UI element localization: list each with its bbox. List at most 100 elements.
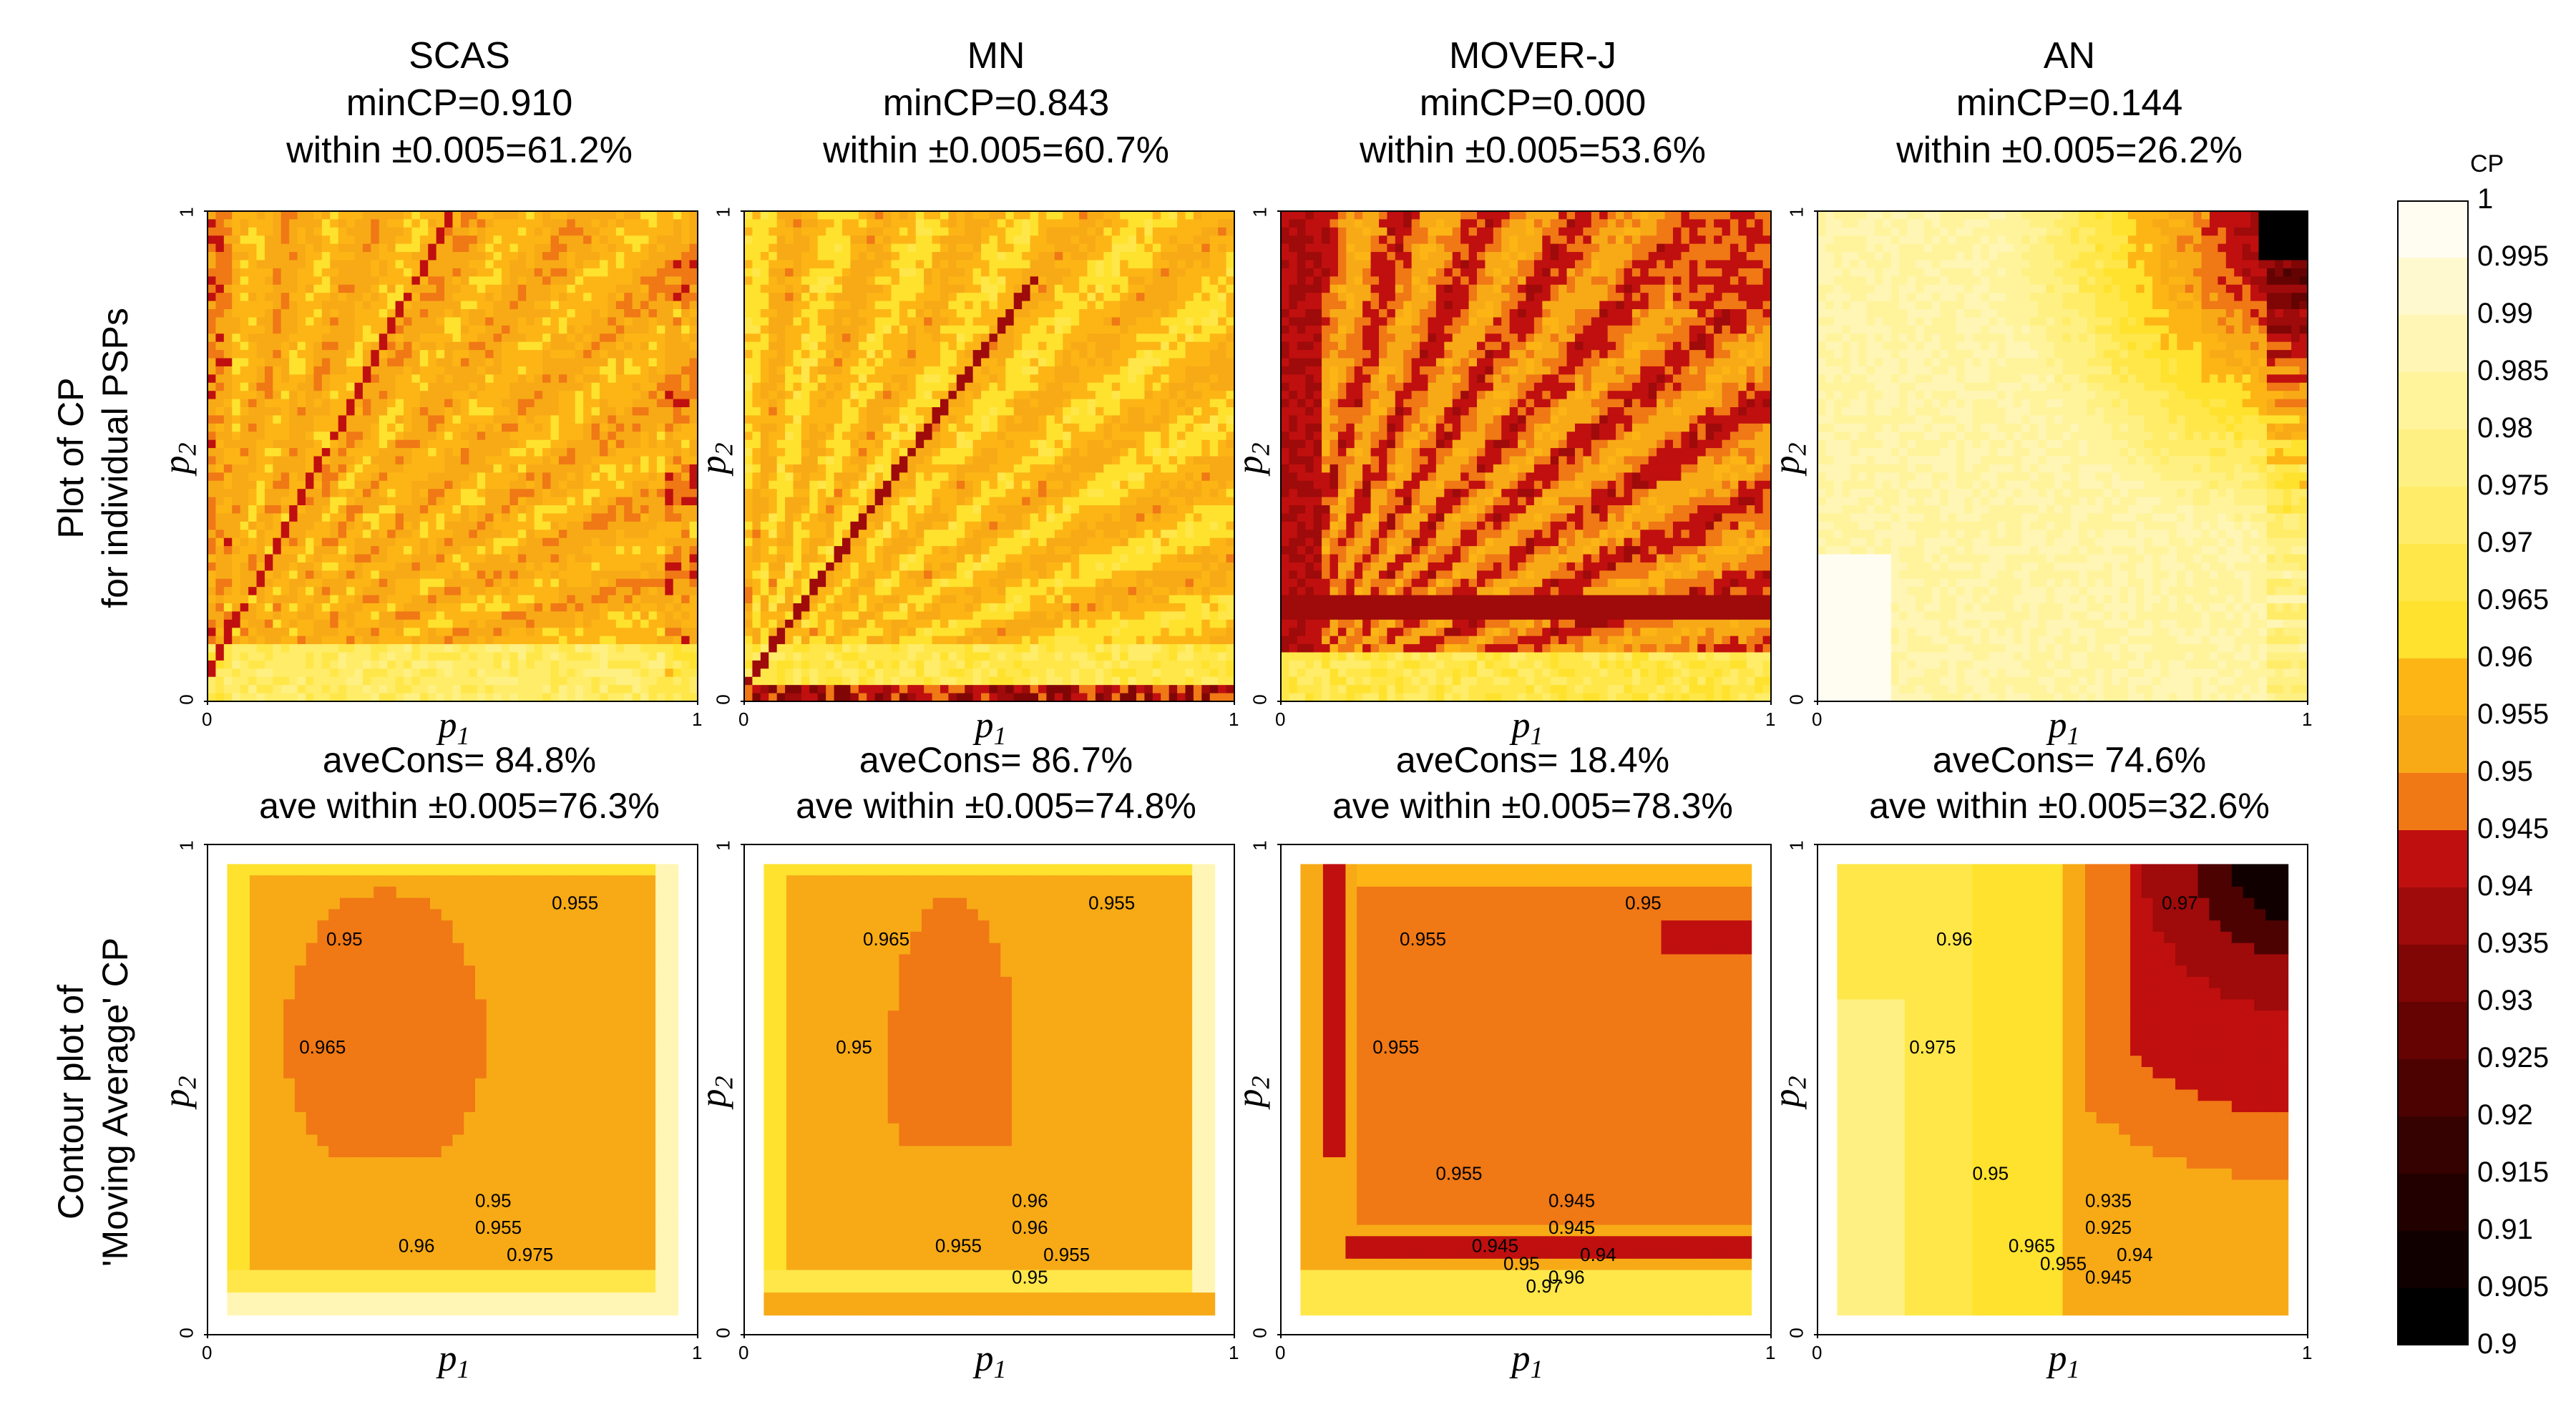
heat-cell: [264, 423, 273, 432]
heat-cell: [600, 513, 609, 522]
heat-cell: [346, 227, 356, 236]
heat-cell: [542, 227, 552, 236]
heat-cell: [665, 293, 674, 302]
heat-cell: [509, 268, 519, 277]
heat-cell: [404, 537, 413, 547]
heat-cell: [801, 341, 810, 351]
heat-cell: [785, 546, 794, 555]
heat-cell: [526, 685, 535, 694]
heat-cell: [826, 374, 835, 384]
heat-cell: [632, 301, 641, 310]
heat-cell: [346, 464, 356, 473]
heat-cell: [362, 227, 371, 236]
heat-cell: [517, 227, 527, 236]
heat-cell: [460, 505, 469, 515]
heat-cell: [419, 472, 429, 482]
heat-cell: [517, 693, 527, 702]
heat-cell: [550, 456, 560, 465]
heat-cell: [760, 268, 769, 277]
panel-title-an: AN minCP=0.144 within ±0.005=26.2%: [1797, 32, 2341, 174]
heat-cell: [379, 399, 388, 408]
heat-cell: [477, 243, 486, 253]
heat-cell: [899, 423, 908, 432]
heat-cell: [404, 489, 413, 498]
heat-cell: [444, 456, 454, 465]
heat-cell: [469, 227, 478, 236]
heat-cell: [379, 636, 388, 645]
heat-cell: [575, 423, 584, 432]
heat-cell: [575, 301, 584, 310]
heat-cell: [387, 489, 396, 498]
heat-cell: [769, 432, 778, 441]
heat-cell: [575, 432, 584, 441]
heat-cell: [419, 268, 429, 277]
heat-cell: [362, 341, 371, 351]
heat-cell: [240, 685, 249, 694]
heat-cell: [493, 636, 502, 645]
heat-cell: [395, 521, 404, 530]
heat-cell: [346, 636, 356, 645]
heat-cell: [338, 399, 347, 408]
heat-cell: [469, 350, 478, 359]
heat-cell: [760, 644, 769, 653]
heat-cell: [273, 472, 282, 482]
heat-cell: [542, 505, 552, 515]
heat-cell: [428, 407, 437, 417]
heat-cell: [600, 325, 609, 334]
heat-cell: [306, 537, 315, 547]
heat-cell: [665, 628, 674, 637]
heat-cell: [632, 489, 641, 498]
heat-cell: [215, 227, 225, 236]
heat-cell: [850, 382, 859, 391]
heat-cell: [591, 603, 600, 613]
heat-cell: [809, 252, 819, 261]
heat-cell: [842, 660, 852, 669]
heat-cell: [760, 366, 769, 375]
heat-cell: [591, 472, 600, 482]
heat-cell: [313, 456, 323, 465]
heat-cell: [280, 252, 290, 261]
heat-cell: [769, 423, 778, 432]
heat-cell: [232, 660, 241, 669]
heat-cell: [526, 546, 535, 555]
heat-cell: [615, 325, 625, 334]
heat-cell: [624, 448, 633, 457]
heat-cell: [502, 595, 511, 604]
heat-cell: [673, 382, 682, 391]
heat-cell: [248, 570, 258, 580]
heat-cell: [362, 276, 371, 286]
heat-cell: [793, 578, 802, 588]
heat-cell: [387, 660, 396, 669]
heat-cell: [689, 391, 698, 400]
heat-cell: [624, 301, 633, 310]
heat-cell: [395, 693, 404, 702]
heat-cell: [534, 333, 543, 343]
heat-cell: [248, 628, 258, 637]
heat-cell: [850, 448, 859, 457]
heat-cell: [632, 325, 641, 334]
heat-cell: [899, 652, 908, 661]
heat-cell: [330, 685, 339, 694]
heat-cell: [321, 489, 331, 498]
heat-cell: [689, 456, 698, 465]
heat-cell: [648, 284, 658, 293]
heat-cell: [534, 448, 543, 457]
heat-cell: [817, 562, 826, 571]
heat-cell: [793, 587, 802, 596]
heat-cell: [600, 366, 609, 375]
heat-cell: [785, 432, 794, 441]
heat-cell: [444, 227, 454, 236]
heat-cell: [769, 358, 778, 367]
heat-cell: [534, 472, 543, 482]
heat-cell: [817, 513, 826, 522]
heat-cell: [689, 432, 698, 441]
heat-cell: [273, 530, 282, 539]
heat-cell: [874, 391, 884, 400]
heat-cell: [689, 325, 698, 334]
heat-cell: [297, 284, 306, 293]
heat-cell: [899, 521, 908, 530]
heat-cell: [526, 480, 535, 490]
heat-cell: [752, 448, 761, 457]
heat-cell: [297, 554, 306, 563]
heat-cell: [891, 276, 900, 286]
